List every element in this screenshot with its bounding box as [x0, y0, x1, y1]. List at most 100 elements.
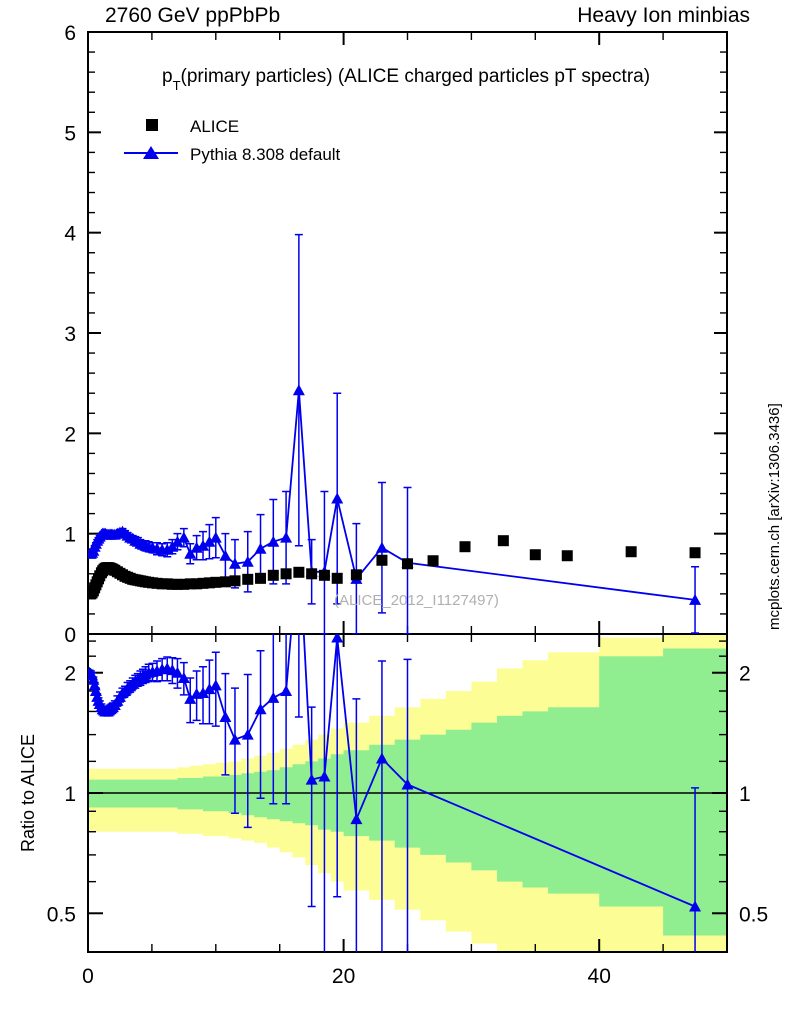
header-left: 2760 GeV ppPbPb [105, 4, 280, 28]
ratio-marker [267, 691, 280, 703]
main-ytick-label: 1 [64, 524, 76, 547]
ratio-marker [184, 692, 197, 704]
data-marker [255, 572, 267, 584]
data-marker [178, 578, 190, 590]
data-marker [280, 568, 292, 580]
ratio-errorbar [243, 673, 252, 829]
mc-line [89, 390, 696, 601]
ratio-marker [228, 733, 241, 745]
data-marker [318, 569, 330, 581]
data-marker [331, 572, 343, 584]
ratio-errorbar [294, 634, 303, 718]
ratio-marker [171, 666, 184, 678]
ratio-marker [350, 813, 363, 825]
mc-errorbar [320, 490, 329, 634]
data-marker [561, 550, 573, 562]
data-marker [267, 569, 279, 581]
data-marker [376, 554, 388, 566]
ratio-errorbar [282, 634, 291, 805]
main-series-group [88, 233, 702, 634]
main-ytick-label: 6 [64, 22, 76, 45]
ratio-marker [209, 679, 222, 691]
ratio-errorbar [269, 634, 278, 805]
ratio-ytick-label: 0.5 [47, 903, 76, 926]
mc-marker [254, 542, 267, 554]
mc-marker [203, 535, 216, 547]
legend-entry[interactable]: Pythia 8.308 default [124, 145, 341, 164]
ratio-marker [241, 728, 254, 740]
side-caption-label: mcplots.cern.ch [arXiv:1306.3436] [766, 403, 783, 630]
ratio-errorbar [256, 649, 265, 800]
ratio-marker [375, 752, 388, 764]
mc-marker [331, 492, 344, 504]
mc-marker [292, 384, 305, 396]
ratio-marker [88, 673, 100, 685]
ratio-errorbar [221, 672, 230, 776]
data-marker [293, 566, 305, 578]
ratio-errorbar [403, 658, 412, 952]
ratio-marker [89, 685, 102, 697]
mc-marker [219, 549, 232, 561]
ratio-ytick-label-right: 2 [739, 663, 751, 686]
data-marker [210, 576, 222, 588]
ratio-marker [401, 778, 414, 790]
x-tick-label: 0 [82, 965, 94, 988]
data-marker [459, 541, 471, 553]
data-marker [203, 577, 215, 589]
main-plot-title: pT(primary particles) (ALICE charged par… [162, 66, 650, 93]
ratio-marker [88, 679, 101, 691]
mc-marker [375, 541, 388, 553]
mc-marker [171, 535, 184, 547]
ratio-errorbar [307, 706, 316, 908]
header-right-label: Heavy Ion minbias [577, 4, 750, 27]
ratio-marker [177, 672, 190, 684]
ratio-marker [305, 773, 318, 785]
data-marker [625, 546, 637, 558]
ratio-marker [197, 686, 210, 698]
ratio-errorbar [333, 634, 342, 898]
data-marker [306, 568, 318, 580]
data-marker [529, 549, 541, 561]
mc-marker [280, 531, 293, 543]
main-watermark: (ALICE_2012_I1127497) [334, 592, 499, 609]
data-marker [242, 573, 254, 585]
ratio-marker [254, 703, 267, 715]
mc-marker [161, 543, 174, 555]
main-ytick-label: 5 [64, 122, 76, 145]
ratio-ytick-label: 1 [64, 783, 76, 806]
main-ytick-label: 4 [64, 223, 76, 246]
data-marker [219, 576, 231, 588]
main-ytick-label: 2 [64, 423, 76, 446]
data-marker [402, 558, 413, 570]
ratio-marker [689, 900, 702, 912]
mc-marker [241, 555, 254, 567]
data-marker [229, 575, 241, 587]
data-marker [171, 578, 183, 590]
data-marker [191, 578, 203, 590]
data-marker [689, 547, 701, 559]
data-marker [184, 578, 196, 590]
ratio-ytick-label-right: 1 [739, 783, 751, 806]
data-marker [497, 535, 509, 547]
legend-marker-square [146, 119, 158, 131]
mc-marker [267, 535, 280, 547]
data-marker [350, 569, 362, 581]
legend-label: Pythia 8.308 default [190, 145, 341, 164]
mc-marker [197, 539, 210, 551]
ratio-marker [280, 685, 293, 697]
legend-label: ALICE [190, 117, 239, 136]
header-left-label: 2760 GeV ppPbPb [105, 4, 281, 27]
legend-entry[interactable]: ALICE [146, 117, 239, 136]
ratio-marker [318, 770, 331, 782]
ratio-errorbar [230, 687, 239, 814]
mc-marker [689, 593, 702, 605]
ratio-marker [331, 634, 344, 643]
main-ytick-label: 0 [64, 624, 76, 647]
mc-marker [177, 531, 190, 543]
mc-marker [228, 557, 241, 569]
ratio-marker [203, 683, 216, 695]
mc-marker [184, 547, 197, 559]
data-marker [427, 555, 439, 567]
